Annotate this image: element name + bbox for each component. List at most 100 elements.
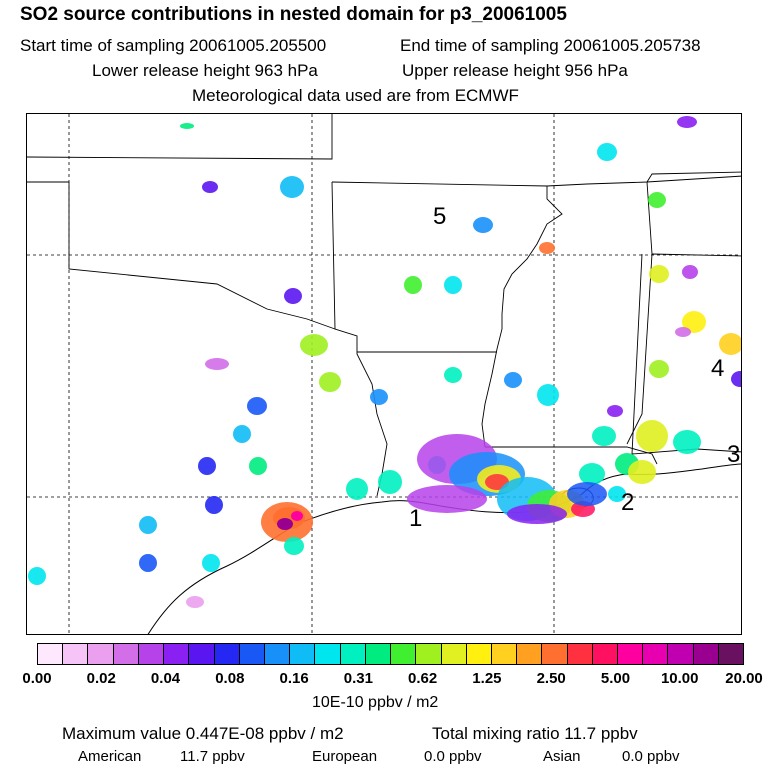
colorbar-cell (542, 644, 568, 664)
colorbar-cell (668, 644, 694, 664)
colorbar-cell (113, 644, 139, 664)
concentration-patch (682, 311, 706, 333)
colorbar-tick-label: 0.62 (408, 670, 438, 687)
concentration-patch (205, 496, 223, 514)
colorbar-cell (138, 644, 165, 664)
colorbar-units: 10E-10 ppbv / m2 (312, 694, 439, 711)
contribution-european-name: European (312, 748, 378, 765)
map-canvas (27, 114, 741, 634)
concentration-patch (319, 372, 341, 392)
colorbar-tick-label: 20.00 (725, 670, 763, 687)
colorbar-tick-label: 0.00 (22, 670, 52, 687)
concentration-patch (628, 460, 656, 484)
plume-patch (567, 482, 607, 506)
concentration-patch (649, 265, 669, 283)
plume-patch (507, 504, 567, 524)
state-borders (27, 114, 741, 497)
colorbar-cell (164, 644, 190, 664)
colorbar-cell (517, 644, 543, 664)
colorbar-cell (491, 644, 518, 664)
concentration-patch (28, 567, 46, 585)
region-label-3: 3 (727, 441, 741, 468)
concentration-patch (300, 334, 328, 356)
colorbar-tick-label: 0.02 (86, 670, 116, 687)
region-label-4: 4 (711, 355, 725, 382)
concentration-patch (504, 372, 522, 388)
start-time: Start time of sampling 20061005.205500 (20, 36, 327, 55)
contribution-american-value: 11.7 ppbv (180, 748, 245, 765)
colorbar-cell (693, 644, 719, 664)
concentration-patch (139, 516, 157, 534)
concentration-patch (280, 176, 304, 198)
concentration-patch (682, 265, 698, 279)
concentration-patch (673, 430, 701, 454)
concentration-patch (198, 457, 216, 475)
concentration-patch (648, 192, 666, 208)
concentration-patch (370, 389, 388, 405)
concentration-patch (649, 360, 669, 378)
peak-patch (277, 518, 293, 530)
concentration-patch (233, 425, 251, 443)
peak-patch (291, 511, 303, 521)
contribution-european-value: 0.0 ppbv (424, 748, 482, 765)
concentration-patch (249, 457, 267, 475)
concentration-patch (677, 116, 697, 128)
max-value: Maximum value 0.447E-08 ppbv / m2 (62, 724, 344, 743)
colorbar-cell (239, 644, 265, 664)
concentration-patch (186, 596, 204, 608)
concentration-patch (444, 367, 462, 383)
lower-release-height: Lower release height 963 hPa (92, 61, 318, 80)
colorbar-cell (718, 644, 744, 664)
concentration-patch (539, 242, 555, 254)
concentration-patch (592, 426, 616, 446)
colorbar-cell (214, 644, 240, 664)
colorbar-tick-label: 10.00 (660, 670, 699, 687)
colorbar-tick-label: 2.50 (536, 670, 566, 687)
colorbar-cell (63, 644, 89, 664)
colorbar-cell (592, 644, 619, 664)
end-time: End time of sampling 20061005.205738 (400, 36, 701, 55)
met-data-source: Meteorological data used are from ECMWF (192, 86, 519, 105)
upper-release-height: Upper release height 956 hPa (402, 61, 628, 80)
total-mixing-ratio: Total mixing ratio 11.7 ppbv (432, 724, 638, 743)
lat-lon-grid (27, 114, 741, 634)
region-label-5: 5 (433, 203, 447, 230)
concentration-patch (537, 384, 559, 406)
concentration-patch (404, 276, 422, 294)
colorbar-cell (441, 644, 467, 664)
concentration-patch (284, 288, 302, 304)
concentration-patch (579, 463, 605, 485)
colorbar-tick-label: 0.04 (150, 670, 181, 687)
colorbar-tick-label: 5.00 (600, 670, 631, 687)
colorbar-cell (264, 644, 291, 664)
colorbar-cell (618, 644, 644, 664)
concentration-patch (636, 420, 668, 452)
colorbar-cell (643, 644, 669, 664)
concentration-patch (675, 327, 691, 337)
colorbar-tick-label: 1.25 (472, 670, 502, 687)
concentration-patch (205, 358, 229, 370)
concentration-patch (378, 470, 402, 494)
colorbar-cell (416, 644, 442, 664)
colorbar-cell (365, 644, 392, 664)
colorbar-cell (38, 644, 64, 664)
colorbar-cell (567, 644, 593, 664)
concentration-patch (247, 397, 267, 415)
concentration-patch (180, 123, 194, 129)
colorbar-cell (189, 644, 215, 664)
colorbar-tick-label: 0.16 (279, 670, 309, 687)
plume-patch (407, 485, 487, 513)
colorbar-cell (315, 644, 341, 664)
colorbar-tick-label: 0.31 (343, 670, 373, 687)
concentration-patch (607, 405, 623, 417)
concentration-patch (597, 143, 617, 161)
contribution-asian-name: Asian (543, 748, 581, 765)
region-label-2: 2 (621, 489, 635, 516)
colorbar (37, 643, 744, 665)
concentration-patch (346, 478, 368, 500)
region-label-1: 1 (409, 505, 423, 532)
concentration-map: 5 4 3 2 1 (26, 113, 742, 635)
chart-title: SO2 source contributions in nested domai… (20, 4, 567, 25)
colorbar-cell (466, 644, 492, 664)
colorbar-tick-label: 0.08 (215, 670, 245, 687)
